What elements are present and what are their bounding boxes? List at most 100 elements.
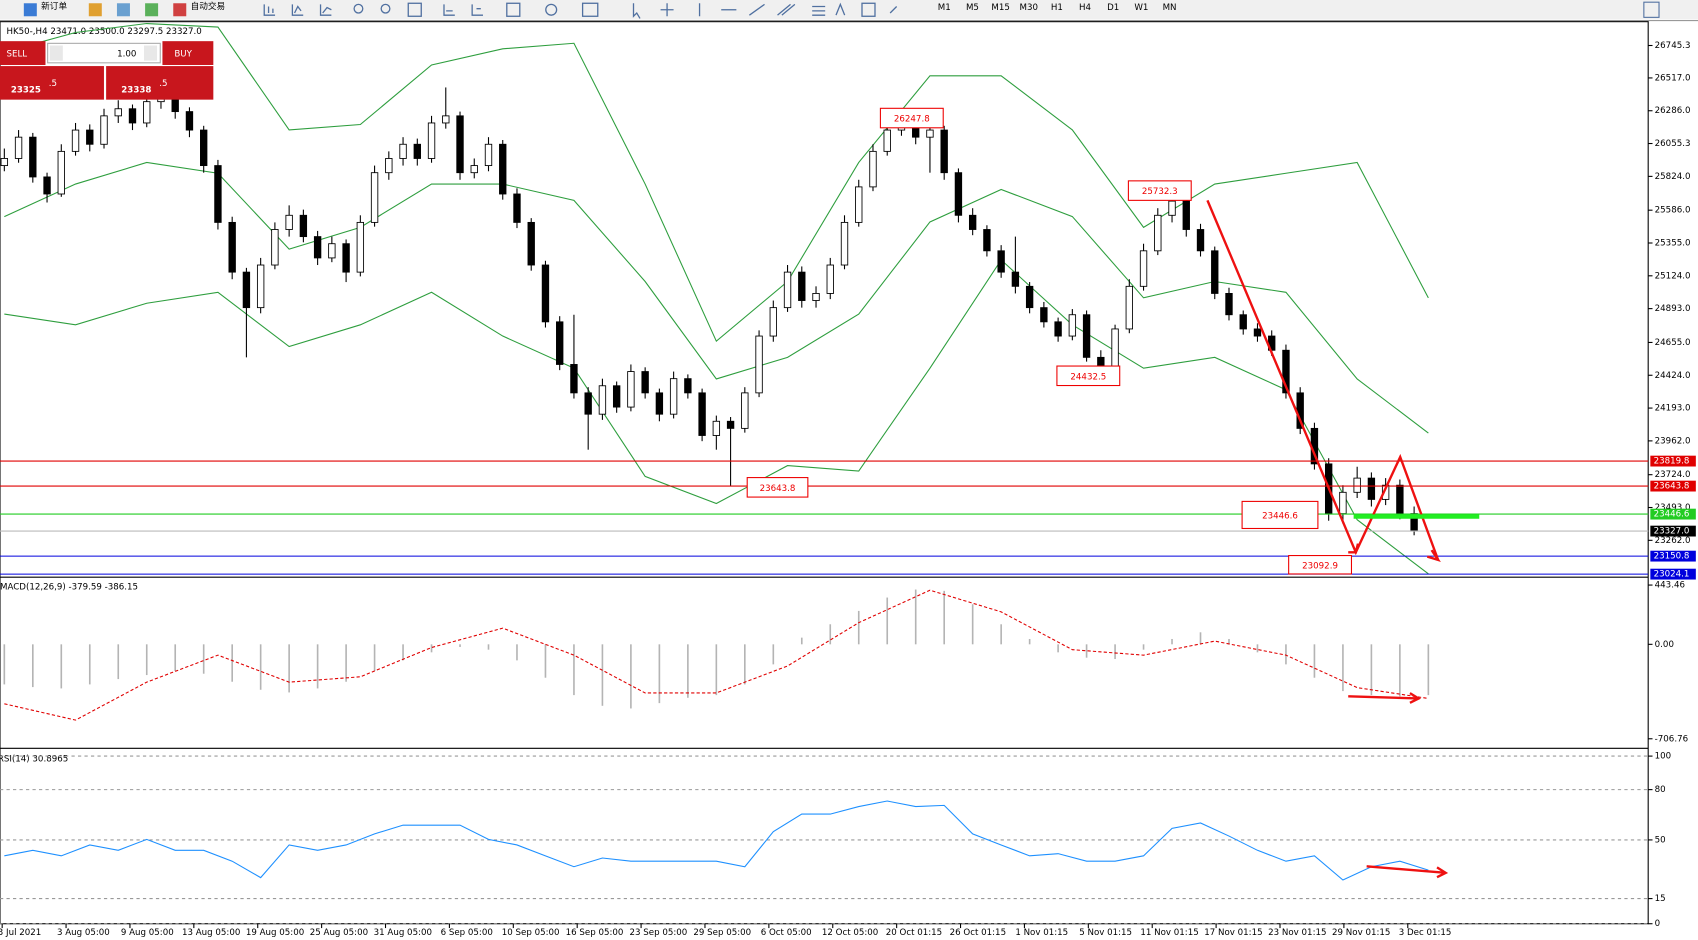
candle-icon[interactable] <box>291 4 304 16</box>
indicator-title: RSI(14) 30.8965 <box>0 755 68 765</box>
x-tick-label: 31 Aug 05:00 <box>374 928 432 938</box>
chart-title: HK50-,H4 23471.0 23500.0 23297.5 23327.0 <box>6 27 201 37</box>
timeframe-button[interactable]: M1 <box>938 3 951 13</box>
candle-body <box>798 271 806 301</box>
auto-trading-button[interactable]: 自动交易 <box>191 0 226 12</box>
bar-chart-icon[interactable] <box>263 4 276 16</box>
templates-icon[interactable] <box>581 2 599 17</box>
buy-pips: .5 <box>159 79 167 89</box>
zoom-in-icon[interactable] <box>353 3 364 14</box>
crosshair-icon[interactable] <box>660 3 674 17</box>
annotation: 24432.5 <box>1070 372 1106 382</box>
candle-body <box>1054 321 1062 337</box>
y-tick-label: 0.00 <box>1655 640 1674 650</box>
candle-body <box>883 129 891 152</box>
candle-body <box>1111 328 1119 368</box>
tool-icon[interactable] <box>88 3 102 17</box>
timeframe-button[interactable]: MN <box>1163 3 1177 13</box>
volume-value[interactable]: 1.00 <box>117 50 136 60</box>
indicators-icon[interactable] <box>506 2 521 17</box>
y-tick-label: 100 <box>1655 752 1672 762</box>
x-tick-label: 3 Jul 2021 <box>0 928 41 938</box>
buy-price-box[interactable] <box>106 66 214 100</box>
tile-icon[interactable] <box>407 2 422 17</box>
search-icon[interactable] <box>1643 1 1660 18</box>
y-tick-label: 23724.0 <box>1655 470 1691 480</box>
new-order-icon[interactable] <box>23 3 37 17</box>
candle-body <box>328 243 336 259</box>
candle-body <box>627 371 635 408</box>
candle-body <box>43 176 51 195</box>
macd-signal <box>4 589 1429 721</box>
x-tick-label: 12 Oct 05:00 <box>822 928 878 938</box>
candle-body <box>370 172 379 223</box>
toolbar-buttons: 新订单 自动交易 <box>23 0 1660 19</box>
annotation-box <box>1288 555 1353 575</box>
candle-body <box>1239 314 1247 330</box>
candle-body <box>313 236 322 259</box>
price-level-tag <box>1650 550 1696 562</box>
wave-arrow <box>1206 199 1440 561</box>
label-icon[interactable] <box>861 2 876 17</box>
price-level-label: 23024.1 <box>1654 570 1690 580</box>
shift-icon[interactable] <box>471 4 483 16</box>
tool-icon[interactable] <box>116 3 130 17</box>
timeframe-button[interactable]: M30 <box>1020 3 1038 13</box>
volume-up[interactable] <box>144 45 158 61</box>
price-level-tag <box>1650 455 1696 467</box>
candle-body <box>427 122 436 159</box>
candle-body <box>29 136 37 178</box>
auto-trading-icon[interactable] <box>173 3 187 17</box>
y-tick-label: 25586.0 <box>1655 206 1691 216</box>
zoom-out-icon[interactable] <box>380 3 391 14</box>
x-tick-label: 29 Nov 01:15 <box>1332 928 1390 938</box>
x-tick-label: 19 Aug 05:00 <box>246 928 304 938</box>
buy-button[interactable] <box>162 41 214 65</box>
candle-body <box>1154 214 1162 252</box>
candle-body <box>299 214 308 238</box>
scroll-icon[interactable] <box>443 4 455 16</box>
price-level-label: 23446.6 <box>1654 510 1690 520</box>
volume-input[interactable] <box>47 42 161 64</box>
timeframe-button[interactable]: D1 <box>1107 3 1119 13</box>
timeframe-button[interactable]: W1 <box>1134 3 1148 13</box>
y-tick-label: 23493.0 <box>1655 503 1691 513</box>
channel-icon[interactable] <box>777 3 796 16</box>
plot-area: HK50-,H4 23471.0 23500.0 23297.5 23327.0… <box>0 22 1696 938</box>
candle-body <box>470 165 478 174</box>
candle-body <box>1381 484 1390 500</box>
tool-icon[interactable] <box>145 3 159 17</box>
candle-body <box>869 150 877 188</box>
y-tick-label: 23262.0 <box>1655 536 1691 546</box>
annotation: 25732.3 <box>1142 187 1178 197</box>
sell-button[interactable] <box>0 41 46 65</box>
candle-body <box>442 115 450 124</box>
text-icon[interactable] <box>835 2 846 16</box>
rsi-arrow <box>1366 865 1446 875</box>
arrows-icon[interactable] <box>889 6 898 14</box>
sell-price-box[interactable] <box>0 66 104 100</box>
timeframe-button[interactable]: H1 <box>1051 3 1063 13</box>
timeframe-button[interactable]: M5 <box>966 3 979 13</box>
timeframe-button[interactable]: H4 <box>1079 3 1092 13</box>
timeframe-button[interactable]: M15 <box>991 3 1009 13</box>
sell-label[interactable]: SELL <box>6 50 27 60</box>
line-chart-icon[interactable] <box>319 4 332 16</box>
new-order-button[interactable]: 新订单 <box>41 0 67 12</box>
x-tick-label: 6 Oct 05:00 <box>761 928 812 938</box>
volume-down[interactable] <box>49 45 63 61</box>
y-tick-label: 50 <box>1655 835 1666 845</box>
candle-body <box>1339 491 1347 515</box>
cursor-icon[interactable] <box>632 3 641 19</box>
x-tick-label: 9 Aug 05:00 <box>121 928 174 938</box>
periods-icon[interactable] <box>545 3 558 16</box>
trendline-icon[interactable] <box>748 3 765 16</box>
x-tick-label: 23 Sep 05:00 <box>630 928 688 938</box>
candle-body <box>200 129 208 167</box>
candle-body <box>342 243 350 273</box>
candle-body <box>214 165 222 223</box>
fibo-icon[interactable] <box>812 5 826 16</box>
candle-body <box>499 143 507 195</box>
candle-body <box>128 108 137 124</box>
buy-label[interactable]: BUY <box>174 50 192 60</box>
